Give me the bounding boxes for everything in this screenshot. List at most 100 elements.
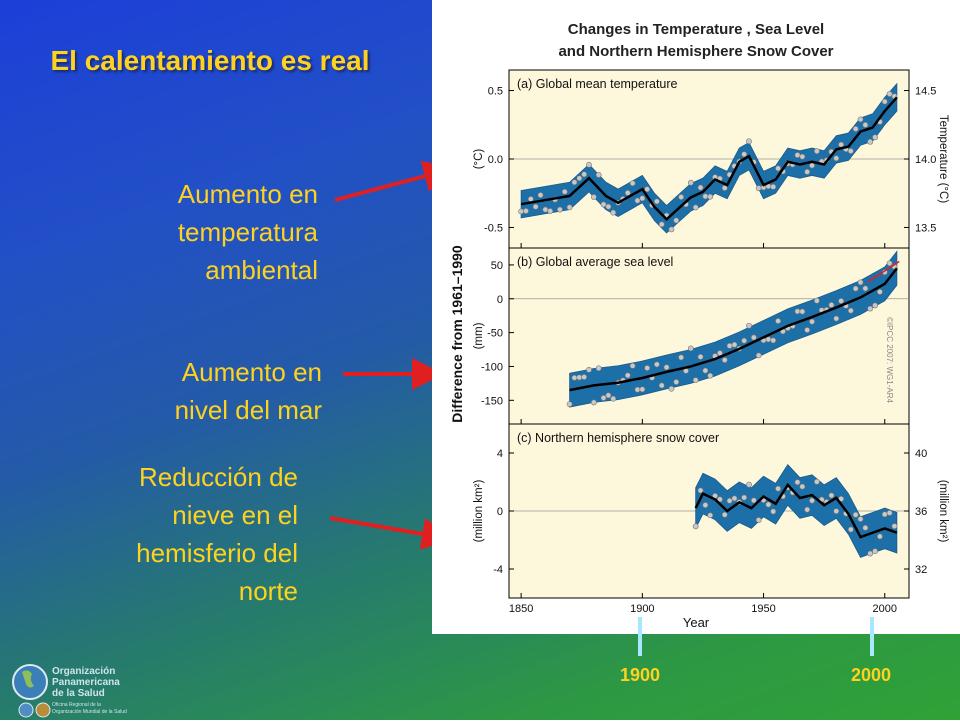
panel-point-1 <box>731 341 738 348</box>
panel-point-0 <box>576 175 583 182</box>
panel-point-1 <box>668 385 675 392</box>
paho-subtitle-line1: Oficina Regional de la <box>52 702 101 708</box>
panel-point-1 <box>833 315 840 322</box>
panel-point-0 <box>862 121 869 128</box>
panel-point-2 <box>877 533 883 540</box>
panel-point-0 <box>605 203 612 210</box>
panel-point-0 <box>571 179 578 186</box>
panel-point-2 <box>741 494 748 501</box>
panel-point-2 <box>702 502 709 508</box>
label-snow-line3: hemisferio del <box>136 538 298 568</box>
panel-point-1 <box>629 362 636 369</box>
panel-point-0 <box>673 217 680 224</box>
label-snow-line4: norte <box>238 576 298 606</box>
panel-ytick-label-0: -0.5 <box>484 222 503 234</box>
panel-point-0 <box>532 203 539 210</box>
panel-point-1 <box>678 354 685 361</box>
panel-point-1 <box>624 372 631 379</box>
panel-point-0 <box>537 192 544 198</box>
panel-point-0 <box>561 188 568 195</box>
panel-frame-1 <box>508 247 910 425</box>
panel-point-0 <box>813 148 820 155</box>
label-sea-level-line1: Aumento en <box>181 357 322 387</box>
panel-ytick-label-1: -50 <box>487 328 503 340</box>
label-sea-level: Aumento en nivel del mar <box>120 353 322 429</box>
panel-point-1 <box>702 367 709 374</box>
panel-point-2 <box>828 492 835 499</box>
shared-ylabel: Difference from 1961–1990 <box>449 245 465 423</box>
paho-subtitle: Oficina Regional de la Organización Mund… <box>52 702 127 716</box>
panel-point-2 <box>794 479 801 486</box>
panel-point-0 <box>755 185 762 192</box>
panel-point-1 <box>877 288 883 295</box>
panel-point-0 <box>644 186 651 193</box>
panel-point-1 <box>755 352 762 359</box>
panel-ytick-label-1: -150 <box>481 395 503 407</box>
panel-satellite-line-1 <box>867 260 900 283</box>
panel-point-1 <box>586 366 592 373</box>
label-temperature-line1: Aumento en <box>177 179 318 209</box>
panel-point-0 <box>557 206 563 213</box>
panel-point-1 <box>852 285 859 292</box>
slide-title: El calentamiento es real <box>50 45 370 76</box>
panel-point-1 <box>765 336 772 343</box>
panel-point-0 <box>886 91 893 97</box>
chart-copyright: ©IPCC 2007: WG1-AR4 <box>885 317 894 403</box>
panel-point-1 <box>862 285 869 292</box>
panel-point-2 <box>809 497 815 504</box>
panel-point-1 <box>775 318 781 324</box>
panel-point-1 <box>566 401 573 408</box>
panel-title-0: (a) Global mean temperature <box>517 77 678 91</box>
panel-line-2 <box>694 482 898 539</box>
panel-ytick-right-label-0: 13.5 <box>915 222 936 234</box>
panel-point-1 <box>697 353 704 360</box>
panel-point-0 <box>678 194 685 200</box>
panel-point-2 <box>799 483 806 490</box>
panel-point-0 <box>872 134 878 141</box>
panel-point-2 <box>765 501 772 508</box>
panel-point-2 <box>775 485 781 492</box>
panel-point-2 <box>862 524 869 531</box>
panel-point-2 <box>770 508 777 515</box>
panel-point-2 <box>872 548 878 555</box>
panel-point-0 <box>668 226 675 233</box>
panel-point-0 <box>518 208 525 215</box>
xtick-label-2000: 2000 <box>873 603 897 615</box>
label-temperature-line2: temperatura <box>177 217 318 247</box>
panel-point-0 <box>595 171 602 178</box>
panel-point-1 <box>707 372 714 379</box>
panel-point-0 <box>634 197 641 204</box>
panel-title-2: (c) Northern hemisphere snow cover <box>517 431 719 445</box>
chart-title-line1: Changes in Temperature , Sea Level <box>568 21 824 38</box>
xtick-label-1900: 1900 <box>630 603 654 615</box>
panel-point-0 <box>586 161 592 168</box>
panel-point-1 <box>721 357 728 363</box>
panel-point-1 <box>770 337 777 344</box>
year-marker-1900: 1900 <box>620 665 661 685</box>
panel-point-1 <box>605 392 612 399</box>
panel-point-1 <box>726 342 733 349</box>
panel-point-2 <box>857 516 864 522</box>
panel-band-2 <box>695 463 898 558</box>
panel-point-2 <box>833 508 840 515</box>
panel-point-1 <box>610 395 617 402</box>
panel-point-0 <box>775 165 781 172</box>
panel-point-2 <box>852 511 859 518</box>
panel-point-0 <box>881 98 888 105</box>
panel-ytick-label-1: 50 <box>491 260 503 272</box>
panel-point-0 <box>838 141 845 148</box>
panel-point-2 <box>847 526 854 533</box>
panel-point-1 <box>857 279 864 286</box>
panel-ylabel-right-0: Temperature (°C) <box>937 115 949 203</box>
panel-point-1 <box>847 307 854 314</box>
panel-point-0 <box>857 116 864 123</box>
panel-point-1 <box>581 374 588 380</box>
label-temperature-line3: ambiental <box>205 255 318 285</box>
year-marker-2000: 2000 <box>851 665 892 685</box>
panel-point-0 <box>658 221 665 228</box>
panel-point-1 <box>828 302 835 308</box>
panel-ylabel-2: (million km²) <box>473 480 485 543</box>
paho-emblem-icon <box>35 702 51 718</box>
panel-point-1 <box>867 305 874 312</box>
